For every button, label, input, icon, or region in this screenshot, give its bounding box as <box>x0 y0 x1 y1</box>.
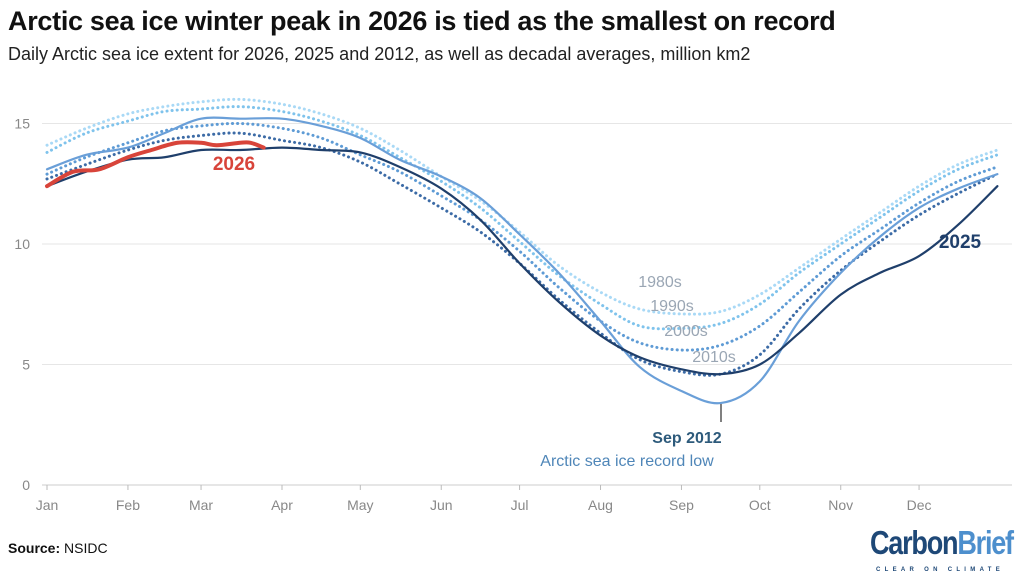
source-note: Source: NSIDC <box>8 540 108 556</box>
annotation-sep2012-title: Sep 2012 <box>652 430 721 447</box>
series-line-2025 <box>45 146 999 376</box>
chart-subtitle: Daily Arctic sea ice extent for 2026, 20… <box>8 44 751 64</box>
y-tick-label: 15 <box>14 116 30 132</box>
series-label-2000s: 2000s <box>664 323 708 340</box>
x-tick-label: Oct <box>749 497 771 513</box>
x-tick-label: Aug <box>588 497 613 513</box>
series-label-2025: 2025 <box>939 232 982 253</box>
x-tick-label: Mar <box>189 497 213 513</box>
annotation-sep2012-text: Arctic sea ice record low <box>540 453 714 470</box>
x-tick-label: Dec <box>907 497 932 513</box>
chart-title: Arctic sea ice winter peak in 2026 is ti… <box>8 6 836 36</box>
series-label-1980s: 1980s <box>638 274 682 291</box>
logo-part1: Carbon <box>870 524 959 561</box>
series-line-2026 <box>45 140 266 189</box>
logo-tagline: CLEAR ON CLIMATE <box>876 567 1005 573</box>
carbon-brief-logo: CarbonBrief CLEAR ON CLIMATE <box>870 526 1014 576</box>
series-label-2026: 2026 <box>213 154 255 175</box>
series-label-2010s: 2010s <box>692 349 736 366</box>
x-tick-label: Jul <box>511 497 529 513</box>
x-tick-label: Apr <box>271 497 293 513</box>
x-tick-label: Nov <box>828 497 853 513</box>
y-tick-label: 10 <box>14 236 30 252</box>
x-tick-label: Jun <box>430 497 453 513</box>
x-tick-label: Jan <box>36 497 59 513</box>
x-tick-label: May <box>347 497 373 513</box>
series-line-2000s <box>45 121 999 352</box>
y-tick-label: 5 <box>22 357 30 373</box>
logo-part2: Brief <box>957 524 1014 561</box>
x-tick-label: Sep <box>669 497 694 513</box>
series-line-1980s <box>45 97 999 316</box>
series-line-2012 <box>45 116 999 405</box>
source-label: Source: <box>8 540 61 556</box>
y-tick-label: 0 <box>22 477 30 493</box>
x-tick-label: Feb <box>116 497 140 513</box>
series-line-1990s <box>45 105 999 331</box>
source-value: NSIDC <box>64 540 108 556</box>
series-line-2010s <box>45 131 999 377</box>
series-label-1990s: 1990s <box>650 298 694 315</box>
